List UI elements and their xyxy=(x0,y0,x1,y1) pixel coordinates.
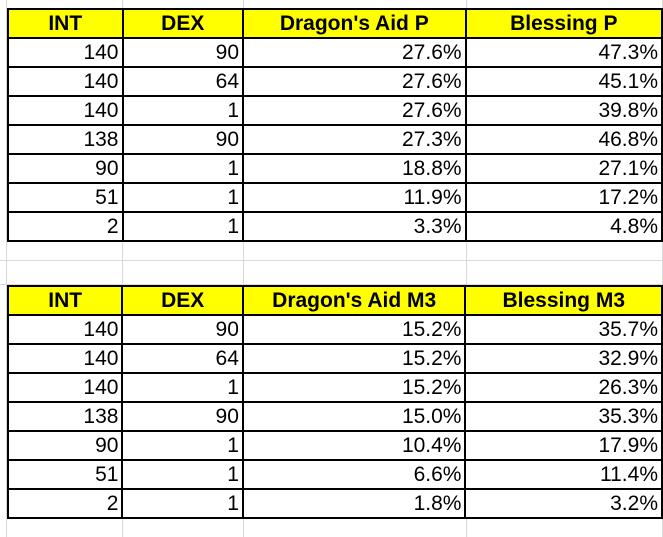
cell-blessing[interactable]: 35.3% xyxy=(464,401,663,432)
cell-blessing[interactable]: 35.7% xyxy=(464,314,663,345)
cell-dragons-aid[interactable]: 27.3% xyxy=(242,124,467,155)
table-row: 51 1 11.9% 17.2% xyxy=(7,182,663,213)
cell-dex[interactable]: 1 xyxy=(121,95,245,126)
header-cell-blessing[interactable]: Blessing M3 xyxy=(464,285,663,316)
cell-dragons-aid[interactable]: 15.2% xyxy=(241,343,467,374)
header-row: INT DEX Dragon's Aid P Blessing P xyxy=(7,8,663,39)
table-row: 140 1 27.6% 39.8% xyxy=(7,95,663,126)
cell-dex[interactable]: 1 xyxy=(121,153,245,184)
sheet-gridline xyxy=(122,0,123,537)
cell-int[interactable]: 138 xyxy=(7,124,124,155)
cell-dex[interactable]: 1 xyxy=(121,459,244,490)
cell-dex[interactable]: 1 xyxy=(121,211,245,242)
table-row: 140 90 15.2% 35.7% xyxy=(6,314,663,345)
cell-dragons-aid[interactable]: 15.0% xyxy=(241,401,467,432)
cell-dex[interactable]: 1 xyxy=(121,372,244,403)
cell-int[interactable]: 140 xyxy=(7,37,124,68)
table-row: 2 1 3.3% 4.8% xyxy=(7,211,663,242)
table-row: 90 1 10.4% 17.9% xyxy=(6,430,663,461)
cell-blessing[interactable]: 46.8% xyxy=(464,124,663,155)
table-row: 140 64 27.6% 45.1% xyxy=(7,66,663,97)
header-cell-dex[interactable]: DEX xyxy=(121,285,244,316)
table-row: 51 1 6.6% 11.4% xyxy=(6,459,663,490)
cell-dragons-aid[interactable]: 27.6% xyxy=(242,95,467,126)
cell-dex[interactable]: 90 xyxy=(121,401,244,432)
cell-blessing[interactable]: 32.9% xyxy=(464,343,663,374)
cell-int[interactable]: 140 xyxy=(6,314,124,345)
cell-blessing[interactable]: 17.2% xyxy=(464,182,663,213)
table-row: 2 1 1.8% 3.2% xyxy=(6,488,663,519)
stats-table-m3: INT DEX Dragon's Aid M3 Blessing M3 140 … xyxy=(6,285,663,519)
cell-dragons-aid[interactable]: 18.8% xyxy=(242,153,467,184)
sheet-gridline xyxy=(0,260,663,261)
header-cell-dragons-aid[interactable]: Dragon's Aid P xyxy=(242,8,467,39)
cell-int[interactable]: 90 xyxy=(6,430,124,461)
cell-dex[interactable]: 1 xyxy=(121,488,244,519)
cell-dex[interactable]: 1 xyxy=(121,182,245,213)
cell-dex[interactable]: 64 xyxy=(121,66,245,97)
cell-int[interactable]: 2 xyxy=(6,488,124,519)
cell-dex[interactable]: 64 xyxy=(121,343,244,374)
cell-dex[interactable]: 90 xyxy=(121,314,244,345)
cell-dragons-aid[interactable]: 27.6% xyxy=(242,37,467,68)
cell-int[interactable]: 140 xyxy=(6,343,124,374)
table-row: 138 90 27.3% 46.8% xyxy=(7,124,663,155)
cell-dragons-aid[interactable]: 6.6% xyxy=(241,459,467,490)
table-row: 140 64 15.2% 32.9% xyxy=(6,343,663,374)
cell-dragons-aid[interactable]: 15.2% xyxy=(241,372,467,403)
header-row: INT DEX Dragon's Aid M3 Blessing M3 xyxy=(6,285,663,316)
cell-dragons-aid[interactable]: 10.4% xyxy=(241,430,467,461)
cell-int[interactable]: 138 xyxy=(6,401,124,432)
cell-dex[interactable]: 90 xyxy=(121,37,245,68)
cell-dragons-aid[interactable]: 15.2% xyxy=(241,314,467,345)
cell-int[interactable]: 140 xyxy=(7,66,124,97)
sheet-gridline xyxy=(0,284,663,285)
cell-blessing[interactable]: 45.1% xyxy=(464,66,663,97)
cell-int[interactable]: 140 xyxy=(7,95,124,126)
header-cell-int[interactable]: INT xyxy=(7,8,124,39)
stats-table-p: INT DEX Dragon's Aid P Blessing P 140 90… xyxy=(7,8,663,242)
header-cell-dex[interactable]: DEX xyxy=(121,8,245,39)
cell-dragons-aid[interactable]: 27.6% xyxy=(242,66,467,97)
cell-int[interactable]: 2 xyxy=(7,211,124,242)
header-cell-dragons-aid[interactable]: Dragon's Aid M3 xyxy=(241,285,467,316)
cell-dex[interactable]: 90 xyxy=(121,124,245,155)
sheet-gridline xyxy=(466,0,467,537)
cell-int[interactable]: 140 xyxy=(6,372,124,403)
cell-blessing[interactable]: 11.4% xyxy=(464,459,663,490)
table-row: 140 90 27.6% 47.3% xyxy=(7,37,663,68)
sheet-gridline xyxy=(243,0,244,537)
cell-dragons-aid[interactable]: 11.9% xyxy=(242,182,467,213)
cell-blessing[interactable]: 3.2% xyxy=(464,488,663,519)
cell-blessing[interactable]: 27.1% xyxy=(464,153,663,184)
header-cell-blessing[interactable]: Blessing P xyxy=(464,8,663,39)
cell-int[interactable]: 90 xyxy=(7,153,124,184)
cell-dragons-aid[interactable]: 1.8% xyxy=(241,488,467,519)
cell-blessing[interactable]: 47.3% xyxy=(464,37,663,68)
cell-blessing[interactable]: 4.8% xyxy=(464,211,663,242)
cell-int[interactable]: 51 xyxy=(6,459,124,490)
cell-dragons-aid[interactable]: 3.3% xyxy=(242,211,467,242)
table-row: 90 1 18.8% 27.1% xyxy=(7,153,663,184)
table-row: 140 1 15.2% 26.3% xyxy=(6,372,663,403)
cell-blessing[interactable]: 17.9% xyxy=(464,430,663,461)
cell-blessing[interactable]: 39.8% xyxy=(464,95,663,126)
header-cell-int[interactable]: INT xyxy=(6,285,124,316)
cell-dex[interactable]: 1 xyxy=(121,430,244,461)
cell-int[interactable]: 51 xyxy=(7,182,124,213)
table-row: 138 90 15.0% 35.3% xyxy=(6,401,663,432)
sheet-gridline xyxy=(6,0,7,537)
cell-blessing[interactable]: 26.3% xyxy=(464,372,663,403)
